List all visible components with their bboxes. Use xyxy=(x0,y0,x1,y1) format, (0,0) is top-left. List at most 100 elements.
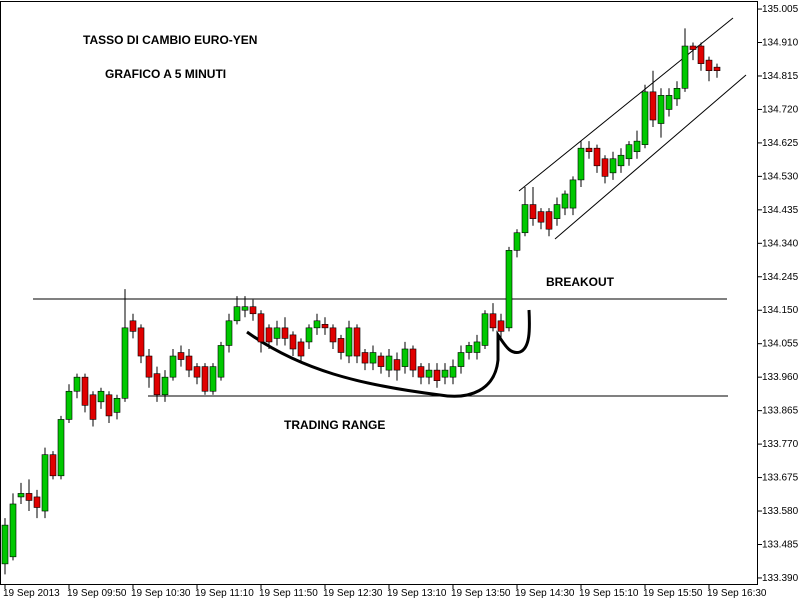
candle-body xyxy=(81,376,89,406)
y-tick-label: 134.720 xyxy=(762,104,799,115)
y-tick-label: 133.485 xyxy=(762,539,799,550)
candle-body xyxy=(329,327,337,343)
candle-body xyxy=(145,355,153,378)
candle-body xyxy=(649,91,657,121)
y-tick-label: 133.865 xyxy=(762,406,799,417)
candle-body xyxy=(505,250,513,329)
candle-body xyxy=(545,211,553,230)
candle-body xyxy=(593,147,601,167)
candle-body xyxy=(417,366,425,378)
candle-body xyxy=(1,524,9,565)
candle-body xyxy=(137,327,145,357)
x-tick-label: 19 Sep 2013 xyxy=(3,588,60,599)
candle-body xyxy=(65,390,73,420)
candle-body xyxy=(465,345,473,353)
candle-body xyxy=(625,144,633,160)
y-tick-label: 134.150 xyxy=(762,305,799,316)
candle-body xyxy=(369,352,377,364)
y-tick-label: 135.005 xyxy=(762,4,799,15)
y-tick-label: 134.910 xyxy=(762,38,799,49)
candle-body xyxy=(521,204,529,234)
candle-body xyxy=(449,366,457,378)
candle-body xyxy=(481,313,489,346)
y-tick-label: 134.340 xyxy=(762,238,799,249)
y-tick-label: 134.530 xyxy=(762,171,799,182)
candle-body xyxy=(33,496,41,508)
x-tick-label: 19 Sep 12:30 xyxy=(323,588,383,599)
candle-body xyxy=(433,369,441,381)
chart-subtitle: GRAFICO A 5 MINUTI xyxy=(105,67,226,81)
candle-body xyxy=(553,204,561,219)
candle-body xyxy=(97,390,105,403)
candle-body xyxy=(25,493,33,501)
y-tick-label: 133.390 xyxy=(762,573,799,584)
candle-body xyxy=(361,352,369,364)
candle-body xyxy=(633,140,641,153)
candle-body xyxy=(129,320,137,332)
channel-lower xyxy=(554,74,747,240)
candle-body xyxy=(113,397,121,413)
candle-body xyxy=(353,327,361,357)
candle-body xyxy=(281,327,289,339)
plot-frame xyxy=(0,1,758,585)
y-tick-label: 134.245 xyxy=(762,272,799,283)
x-tick-label: 19 Sep 16:30 xyxy=(707,588,767,599)
candle-body xyxy=(17,493,25,498)
candle-body xyxy=(601,158,609,177)
candle-body xyxy=(49,454,57,477)
x-tick-label: 19 Sep 10:30 xyxy=(131,588,191,599)
x-tick-label: 19 Sep 09:50 xyxy=(67,588,127,599)
candle-body xyxy=(73,376,81,392)
y-tick-label: 133.580 xyxy=(762,506,799,517)
x-tick-label: 19 Sep 11:50 xyxy=(259,588,318,599)
candle-body xyxy=(457,352,465,367)
annotation: BREAKOUT xyxy=(546,275,615,289)
y-tick-label: 133.960 xyxy=(762,372,799,383)
candle-body xyxy=(233,306,241,322)
candle-body xyxy=(585,147,593,153)
candle-body xyxy=(9,503,17,558)
y-tick-label: 133.675 xyxy=(762,473,799,484)
candle-body xyxy=(489,313,497,329)
candle-body xyxy=(385,355,393,371)
candle-body xyxy=(513,232,521,251)
candles xyxy=(1,28,721,575)
candle-body xyxy=(617,154,625,167)
candle-body xyxy=(441,369,449,378)
candle-body xyxy=(249,306,257,315)
candle-body xyxy=(313,320,321,329)
candle-body xyxy=(57,419,65,477)
y-tick-label: 133.770 xyxy=(762,439,799,450)
candle-body xyxy=(273,327,281,339)
candle-body xyxy=(577,147,585,181)
candle-body xyxy=(225,320,233,346)
candle-body xyxy=(665,95,673,110)
candle-body xyxy=(425,369,433,378)
candle-body xyxy=(257,313,265,343)
x-tick-label: 19 Sep 13:50 xyxy=(451,588,511,599)
hand-drawn-curve xyxy=(246,309,531,398)
candle-body xyxy=(201,366,209,392)
candle-body xyxy=(345,327,353,357)
candle-body xyxy=(713,66,721,71)
candle-body xyxy=(561,193,569,209)
candle-body xyxy=(529,204,537,219)
candle-body xyxy=(177,352,185,360)
candle-body xyxy=(265,327,273,343)
candle-body xyxy=(209,366,217,392)
x-tick-label: 19 Sep 13:10 xyxy=(387,588,447,599)
x-tick-label: 19 Sep 15:10 xyxy=(579,588,639,599)
candle-body xyxy=(657,95,665,124)
y-tick-label: 134.625 xyxy=(762,138,799,149)
candle-body xyxy=(105,394,113,417)
candle-body xyxy=(41,454,49,512)
candle-body xyxy=(689,45,697,50)
candle-body xyxy=(121,327,129,399)
candle-body xyxy=(705,59,713,71)
candle-body xyxy=(193,366,201,378)
candle-body xyxy=(537,211,545,223)
candle-body xyxy=(609,158,617,174)
x-tick-label: 19 Sep 15:50 xyxy=(643,588,703,599)
candle-body xyxy=(393,359,401,371)
